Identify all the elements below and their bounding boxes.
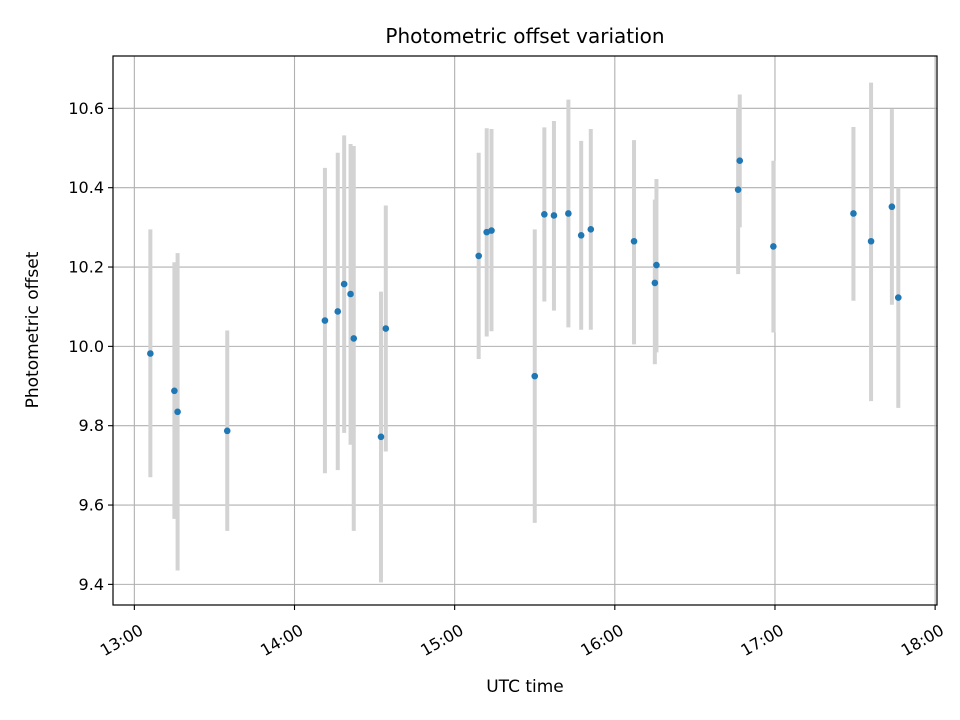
plot-frame: [112, 55, 938, 606]
data-point: [888, 203, 896, 211]
data-point: [734, 186, 742, 193]
data-point: [171, 387, 178, 395]
data-point: [653, 261, 660, 269]
y-axis-label: Photometric offset: [23, 251, 43, 408]
data-point: [531, 372, 539, 380]
data-point: [541, 210, 548, 218]
data-point: [894, 294, 902, 301]
data-point: [736, 157, 744, 165]
y-tick-label: 10.4: [68, 178, 104, 197]
data-point: [382, 325, 390, 332]
data-point: [587, 226, 595, 233]
data-point: [867, 237, 875, 245]
data-point: [350, 335, 358, 342]
y-tick-label: 9.6: [79, 496, 104, 515]
data-point: [475, 252, 482, 260]
data-point: [565, 210, 572, 217]
data-point: [651, 279, 659, 287]
grid: [113, 56, 937, 605]
y-tick-label: 10.0: [68, 337, 104, 356]
data-point: [550, 212, 558, 219]
data-point: [577, 231, 585, 239]
x-axis-label: UTC time: [486, 677, 564, 697]
y-tick-label: 9.4: [79, 575, 104, 594]
y-axis-ticks: 9.4 9.6 9.8 10.0 10.2 10.4 10.6: [68, 99, 113, 594]
y-tick-label: 9.8: [79, 416, 104, 435]
data-point: [321, 317, 329, 324]
y-tick-label: 10.2: [68, 258, 104, 277]
data-point: [770, 243, 777, 250]
data-point: [147, 350, 154, 357]
data-point: [340, 280, 348, 288]
data-point: [850, 210, 857, 217]
data-point: [223, 427, 231, 435]
data-point: [347, 290, 354, 298]
data-point: [488, 227, 495, 234]
data-point: [377, 433, 385, 441]
chart-title: Photometric offset variation: [385, 24, 664, 48]
data-points: [147, 157, 902, 441]
data-point: [174, 408, 181, 416]
y-tick-label: 10.6: [68, 99, 104, 118]
data-point: [630, 237, 638, 245]
data-point: [334, 308, 342, 315]
